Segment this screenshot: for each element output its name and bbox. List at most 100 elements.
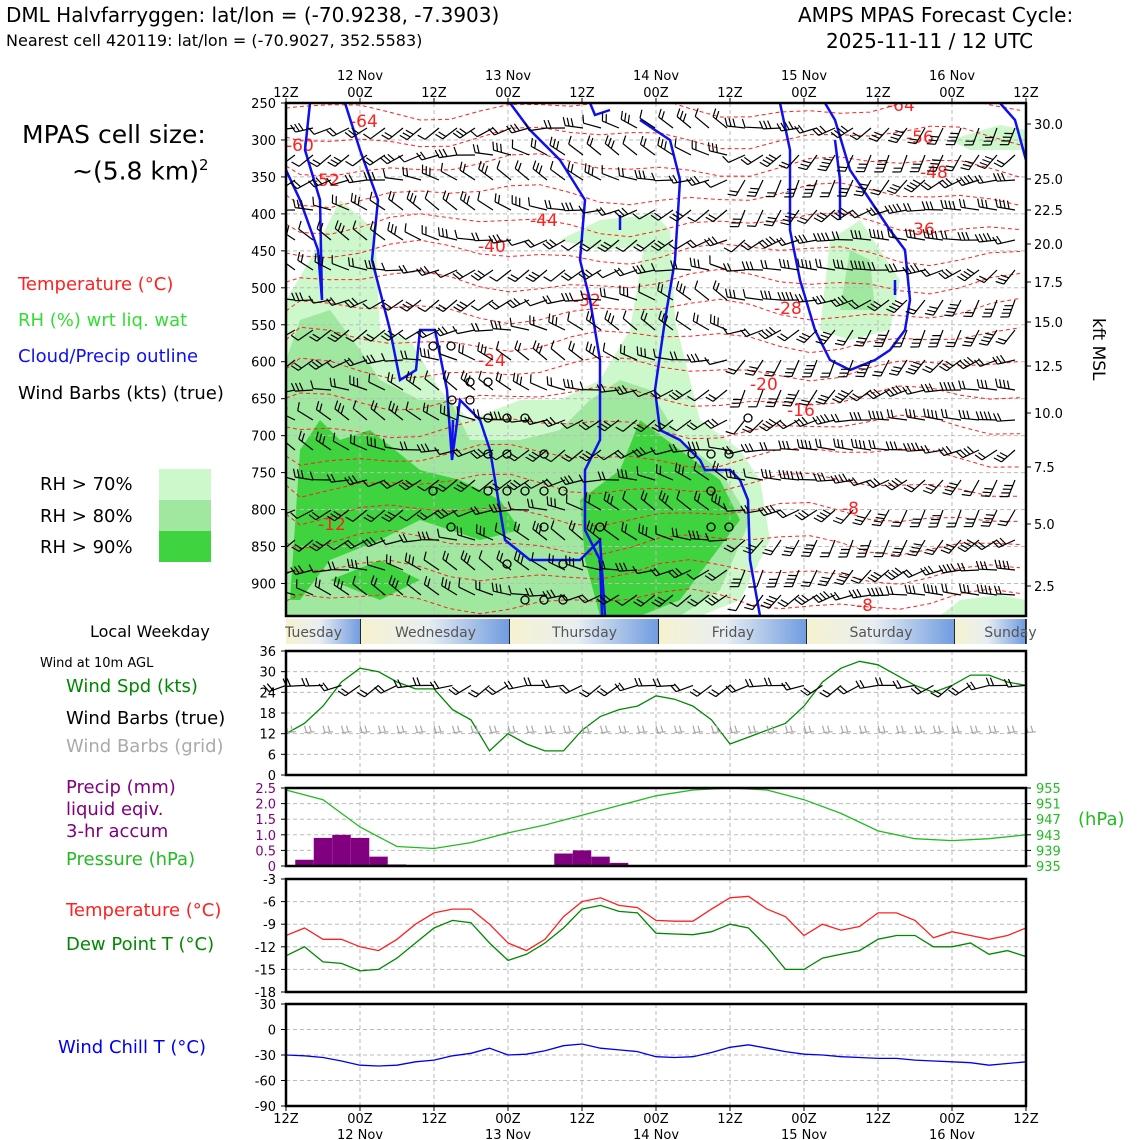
temperature-contour-label: -48 [920,163,948,183]
wind-barb [309,154,332,168]
wind-barb [584,492,602,511]
wind-barb [740,443,764,453]
wind-barb [742,419,764,434]
wind-barb [956,174,980,187]
wind-barb [651,172,674,182]
weekday-bar-segment [510,619,659,644]
wind-barb [560,269,584,281]
wind-barb [975,411,998,421]
temperature-contour [286,125,1021,150]
wind-barb [941,583,962,596]
rh-80-region [840,250,875,310]
wind-barb [582,114,602,129]
wind-barb [532,160,548,181]
temp-panel-frame [284,877,1028,994]
wind-barb [974,232,998,243]
wind-barb [905,299,926,315]
grid-wind-barb [821,725,833,734]
wind-barb [686,569,710,580]
wind-barb [596,594,620,605]
wind-barb [945,127,962,146]
grid-wind-barb [562,725,574,734]
wind-barb [435,299,458,313]
wind-barb [603,521,620,541]
wind-barb [655,464,674,481]
wind-barb [994,559,1016,571]
kft-tick-label: 12.5 [1034,360,1063,375]
kft-tick-label: 17.5 [1034,276,1063,291]
wind-barb [434,269,458,278]
wind-barb [362,536,386,548]
wind-barb [416,443,440,453]
wind-barb [345,509,368,522]
wind-barb [310,380,332,391]
wind-barb [639,135,656,156]
cell-size-value: ~(5.8 km)2 [72,156,209,185]
cell-size-exponent: 2 [199,156,209,174]
wind-barb [286,154,296,163]
wind-barb [347,257,368,271]
calm-wind-circle [502,413,512,423]
wind-barb [741,118,764,129]
wind-barb [903,479,926,493]
wind-barb [585,341,602,361]
wind-barb [363,171,386,181]
temperature-contour [286,501,1021,527]
precip-ytick-label: 0 [268,860,276,875]
wind-barb [813,509,836,523]
wind-barb [724,117,746,129]
precip-label-3: 3-hr accum [66,821,169,842]
wind-barb [344,127,368,139]
wind-barb [381,127,404,140]
wind-barb [892,679,916,689]
wind-barb [327,329,350,343]
temperature-contour [286,103,1021,121]
wind-barb [658,108,674,129]
wind-barb [852,509,872,526]
wind-barb [381,262,404,272]
wind-barb [890,509,908,527]
wind-barb [923,408,944,421]
wind-barb [781,681,805,691]
wind-barb [511,139,530,156]
wind-header-label: Wind at 10m AGL [40,656,154,671]
cloud-precip-outline [286,103,324,301]
grid-wind-barb [766,725,778,734]
top-time-label: 00Z [495,86,521,101]
calm-wind-circle [483,449,493,459]
temp-panel-ytick-label: -9 [263,918,276,933]
wind-barb [453,299,476,312]
cloud-precip-outline [778,103,912,372]
wind-barb [398,329,422,340]
wind-barb [622,490,638,511]
wind-barb [636,466,656,481]
wind-barb [292,468,314,481]
wind-barb [795,471,818,481]
wind-barb [650,263,674,272]
wind-barb [940,199,962,211]
wind-barb [524,479,548,489]
wind-barb [796,209,818,225]
pressure-tick-label: 300 [251,134,276,149]
wind-barb [596,207,620,216]
calm-wind-circle [428,341,438,351]
wind-barb [694,280,710,301]
wind-barb [812,472,836,482]
wind-barb [458,343,476,361]
wind-barb [495,371,512,391]
wind-barb [485,684,509,696]
wind-barb [939,381,962,391]
wind-barb [884,263,908,273]
wind-barb [958,380,980,391]
wind-barb [905,228,926,241]
wind-barb [957,268,980,282]
wind-barb [723,539,746,553]
wind-barb [286,225,296,241]
wind-barb [907,127,926,145]
grid-wind-barb [340,725,352,734]
temperature-contour-label: -28 [774,299,802,319]
wind-barb [817,569,836,587]
wind-barb [870,179,890,196]
wind-barb [459,190,476,211]
wind-barb [434,508,458,519]
